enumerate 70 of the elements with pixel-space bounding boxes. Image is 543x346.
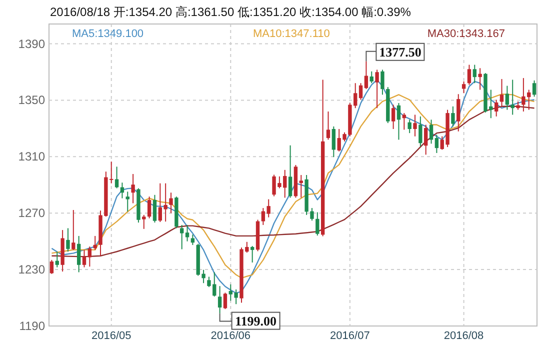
y-tick-label: 1350: [18, 93, 46, 108]
candlestick: [510, 79, 514, 116]
text: MA30:1343.167: [427, 28, 505, 40]
candlestick: [380, 69, 384, 96]
candlestick: [310, 208, 314, 222]
candlestick: [402, 112, 406, 130]
candlestick: [266, 198, 270, 218]
candlestick: [88, 246, 92, 268]
candlestick: [185, 224, 190, 242]
candlestick: [532, 80, 536, 98]
candlestick: [478, 68, 482, 90]
candlestick: [391, 104, 396, 130]
candlestick: [169, 192, 173, 214]
text: MA5:1349.100: [72, 28, 144, 40]
candlestick: [494, 99, 498, 117]
candlestick: [76, 235, 81, 273]
chart-title: 2016/08/18 开:1354.20 高:1361.50 低:1351.20 收:1354.00 幅:0.39%: [50, 5, 412, 19]
text: MA10:1347.110: [253, 28, 330, 40]
candlestick: [358, 82, 363, 100]
candlestick: [114, 166, 119, 189]
candlestick: [505, 85, 510, 110]
candlestick: [152, 194, 157, 224]
candlestick: [500, 78, 504, 107]
x-tick-label: 2016/08: [444, 330, 484, 342]
candlestick: [462, 80, 466, 94]
candlestick: [223, 292, 228, 310]
candlestick: [467, 64, 472, 86]
candlestick: [190, 234, 195, 246]
annotation: 1377.50: [379, 44, 422, 60]
candlestick: [332, 126, 336, 158]
y-tick-label: 1270: [18, 206, 46, 220]
candlestick: [72, 210, 76, 250]
candlestick: [472, 64, 476, 84]
candlestick: [147, 196, 152, 219]
candlestick: [316, 212, 320, 236]
x-tick-label: 2016/06: [210, 330, 251, 342]
candlestick: [82, 249, 86, 268]
candlestick: [418, 116, 422, 147]
candlestick: [142, 214, 146, 230]
candlestick: [250, 245, 254, 263]
candlestick: [218, 286, 222, 314]
x-tick-label: 2016/05: [91, 330, 132, 342]
y-tick-label: 1190: [19, 319, 46, 333]
candlestick: [451, 106, 455, 127]
candlestick: [261, 208, 266, 226]
candlestick: [429, 119, 434, 144]
candlestick: [131, 174, 135, 204]
candlestick: [326, 110, 330, 140]
candlestick: [413, 114, 417, 137]
candlestick: [299, 174, 303, 198]
candlestick: [375, 69, 379, 109]
y-tick-label: 1390: [18, 36, 46, 51]
candlestick: [370, 70, 374, 84]
candlestick: [66, 228, 70, 252]
candlestick: [424, 124, 428, 156]
candlestick: [434, 134, 439, 154]
candlestick: [396, 102, 401, 140]
candlestick: [364, 60, 368, 90]
candlestick: [408, 119, 412, 134]
y-tick-label: 1310: [18, 150, 46, 164]
candlestick: [180, 224, 184, 250]
candlestick: [126, 191, 130, 212]
y-tick-label: 1230: [18, 262, 46, 277]
x-tick-label: 2016/07: [330, 330, 370, 342]
candlestick: [93, 235, 97, 250]
candlestick: [55, 251, 59, 268]
candlestick: [50, 259, 54, 274]
candlestick: [288, 144, 292, 198]
candlestick: [456, 94, 460, 132]
annotation: 1199.00: [235, 313, 277, 328]
